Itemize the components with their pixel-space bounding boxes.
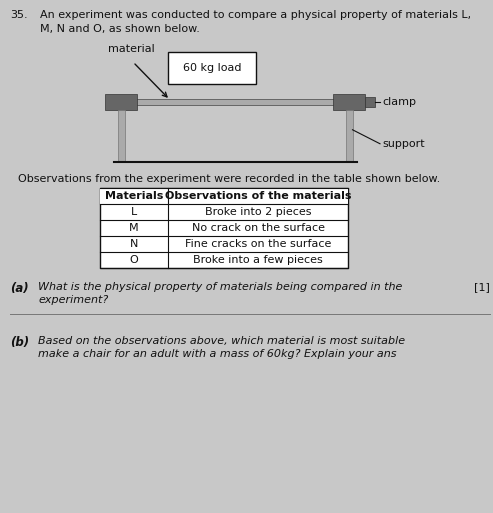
Text: L: L bbox=[131, 207, 137, 217]
Text: (a): (a) bbox=[10, 282, 29, 295]
Bar bbox=[105, 94, 137, 110]
Text: Materials: Materials bbox=[105, 191, 163, 201]
Text: clamp: clamp bbox=[382, 97, 416, 107]
Text: (b): (b) bbox=[10, 336, 29, 349]
Text: An experiment was conducted to compare a physical property of materials L,
M, N : An experiment was conducted to compare a… bbox=[40, 10, 471, 34]
Text: support: support bbox=[382, 139, 424, 149]
Text: No crack on the surface: No crack on the surface bbox=[191, 223, 324, 233]
Text: experiment?: experiment? bbox=[38, 295, 108, 305]
Text: Observations from the experiment were recorded in the table shown below.: Observations from the experiment were re… bbox=[18, 174, 440, 184]
Text: O: O bbox=[130, 255, 139, 265]
Text: M: M bbox=[129, 223, 139, 233]
Text: Broke into a few pieces: Broke into a few pieces bbox=[193, 255, 323, 265]
Text: What is the physical property of materials being compared in the: What is the physical property of materia… bbox=[38, 282, 402, 292]
Bar bbox=[117, 110, 125, 162]
Bar bbox=[168, 52, 256, 84]
Bar bbox=[100, 188, 348, 204]
Text: Broke into 2 pieces: Broke into 2 pieces bbox=[205, 207, 311, 217]
Text: material: material bbox=[108, 44, 155, 54]
Text: make a chair for an adult with a mass of 60kg? Explain your ans: make a chair for an adult with a mass of… bbox=[38, 349, 396, 359]
Text: Fine cracks on the surface: Fine cracks on the surface bbox=[185, 239, 331, 249]
Bar bbox=[365, 97, 375, 107]
Text: [1]: [1] bbox=[474, 282, 490, 292]
Bar bbox=[100, 188, 348, 268]
Text: N: N bbox=[130, 239, 138, 249]
Text: Observations of the materials: Observations of the materials bbox=[165, 191, 351, 201]
Bar bbox=[110, 99, 355, 105]
Text: 60 kg load: 60 kg load bbox=[183, 63, 241, 73]
Text: Based on the observations above, which material is most suitable: Based on the observations above, which m… bbox=[38, 336, 405, 346]
Bar bbox=[346, 110, 352, 162]
Bar bbox=[333, 94, 365, 110]
Text: 35.: 35. bbox=[10, 10, 28, 20]
